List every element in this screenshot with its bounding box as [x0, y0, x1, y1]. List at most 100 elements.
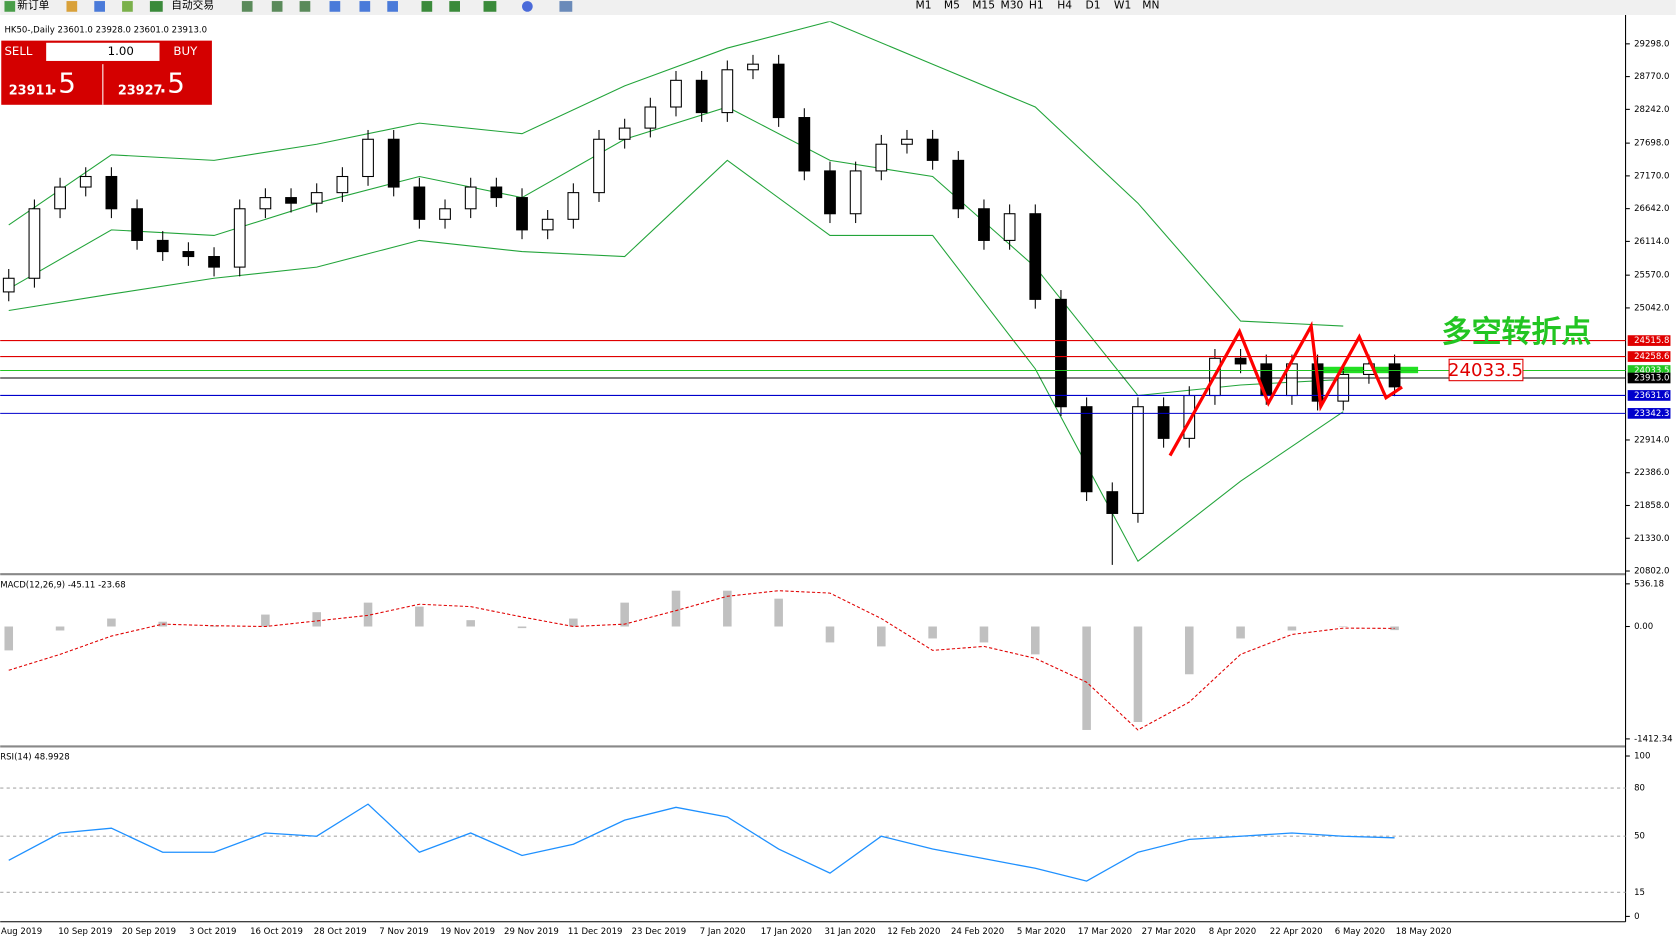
macd-bar [312, 612, 321, 627]
candle-body [208, 256, 220, 268]
candle-body [1106, 491, 1119, 514]
y-tick-label: 50 [1634, 832, 1645, 842]
y-tick-label: 28770.0 [1634, 72, 1669, 82]
x-tick-label: 17 Jan 2020 [761, 927, 812, 937]
buy-price-fraction[interactable]: .5 [158, 66, 185, 99]
auto-trading[interactable]: 自动交易 [171, 0, 214, 11]
candle-body [2, 277, 15, 293]
macd-bar [55, 626, 65, 631]
macd-bar [261, 614, 270, 627]
bollinger-band [8, 106, 1344, 397]
candle-body [1337, 373, 1350, 402]
price-level-tag [1627, 335, 1671, 346]
price-plot [2, 21, 1401, 565]
x-tick-label: 7 Jan 2020 [700, 927, 746, 937]
x-tick-label: 6 May 2020 [1335, 927, 1385, 937]
volume-box[interactable] [46, 42, 160, 61]
annotation: 多空转折点 [1442, 315, 1592, 350]
x-tick-label: 24 Feb 2020 [951, 927, 1004, 937]
y-tick-label: 536.18 [1634, 579, 1664, 589]
macd-bar [723, 590, 732, 627]
x-tick-label: 27 Mar 2020 [1142, 927, 1196, 937]
period-button[interactable]: M1 [916, 0, 932, 11]
new-order[interactable]: 新订单 [17, 0, 49, 11]
toolbar-icons [4, 1, 573, 12]
macd-bar [671, 590, 681, 627]
sell-price[interactable]: 23911 [9, 83, 54, 98]
period-button[interactable]: M15 [972, 0, 995, 11]
macd-bar [928, 626, 937, 639]
x-tick-label: 19 Nov 2019 [440, 927, 495, 937]
macd-bar [825, 626, 835, 643]
x-tick-label: 16 Oct 2019 [250, 927, 303, 937]
candle-body [926, 138, 939, 161]
price-level-label: 23342.3 [1634, 409, 1669, 419]
macd-bar [774, 598, 783, 627]
price-level-label: 24033.5 [1634, 366, 1669, 376]
candle-body [952, 159, 965, 210]
x-tick-label: 29 Nov 2019 [504, 927, 559, 937]
indicator-title: RSI(14) 48.9928 [0, 753, 70, 763]
candle-body [1388, 363, 1401, 388]
y-tick-label: 15 [1634, 888, 1645, 898]
annotation-price-box [1448, 358, 1524, 382]
macd-bar [979, 626, 989, 643]
candle-body [824, 170, 836, 215]
x-tick-label: 18 May 2020 [1396, 927, 1452, 937]
x-tick-label: 3 Oct 2019 [189, 927, 236, 937]
candle-body [695, 79, 708, 114]
price-level-label: 24258.6 [1634, 352, 1669, 362]
buy-price[interactable]: 23927 [118, 83, 163, 98]
buy-button[interactable]: BUY [173, 44, 198, 58]
candle-body [387, 138, 400, 188]
period-button[interactable]: D1 [1086, 0, 1101, 11]
period-button[interactable]: M30 [1001, 0, 1024, 11]
macd-bar [517, 626, 527, 629]
candle-body [1029, 213, 1042, 300]
candle-body [516, 197, 528, 231]
macd-bar [620, 602, 629, 627]
candle-body [849, 170, 862, 215]
macd-bar [1031, 626, 1040, 655]
x-tick-label: 23 Dec 2019 [632, 927, 687, 937]
x-tick-label: 11 Dec 2019 [568, 927, 623, 937]
y-tick-label: 21330.0 [1634, 534, 1669, 544]
y-tick-label: -1412.34 [1634, 734, 1672, 744]
candle-body [798, 117, 811, 172]
y-tick-label: 27698.0 [1634, 139, 1669, 149]
candle-body [721, 69, 734, 114]
macd-bar [877, 626, 886, 647]
price-level-label: 24515.8 [1634, 336, 1669, 346]
sell-button[interactable]: SELL [4, 44, 32, 58]
toolbar [0, 0, 1676, 15]
x-tick-label: 20 Sep 2019 [122, 927, 176, 937]
x-tick-label: 12 Feb 2020 [887, 927, 940, 937]
drawn-zigzag [1168, 321, 1403, 457]
macd-bar [1338, 626, 1348, 628]
period-button[interactable]: M5 [944, 0, 960, 11]
period-button[interactable]: W1 [1114, 0, 1131, 11]
sell-price-fraction[interactable]: .5 [49, 66, 76, 99]
period-button[interactable]: H1 [1029, 0, 1044, 11]
volume[interactable]: 1.00 [108, 44, 134, 58]
x-tick-label: 10 Sep 2019 [58, 927, 112, 937]
candle-body [439, 208, 451, 220]
period-button[interactable]: MN [1142, 0, 1159, 11]
macd-bar [107, 618, 116, 627]
macd-bar [1133, 626, 1143, 723]
price-level-tag [1627, 408, 1671, 419]
candle-body [541, 218, 554, 231]
y-tick-label: 25570.0 [1634, 271, 1669, 281]
price-level-label: 23913.0 [1634, 373, 1669, 383]
y-tick-label: 20802.0 [1634, 567, 1669, 577]
annotation-price: 24033.5 [1448, 360, 1523, 381]
period-button[interactable]: H4 [1057, 0, 1072, 11]
price-level-tag [1627, 351, 1671, 362]
candle-body [567, 192, 580, 220]
x-tick-label: 5 Mar 2020 [1017, 927, 1066, 937]
x-tick-label: Aug 2019 [1, 927, 42, 937]
macd-bar [209, 626, 219, 628]
candle-body [1157, 406, 1170, 439]
candle-body [156, 239, 169, 253]
